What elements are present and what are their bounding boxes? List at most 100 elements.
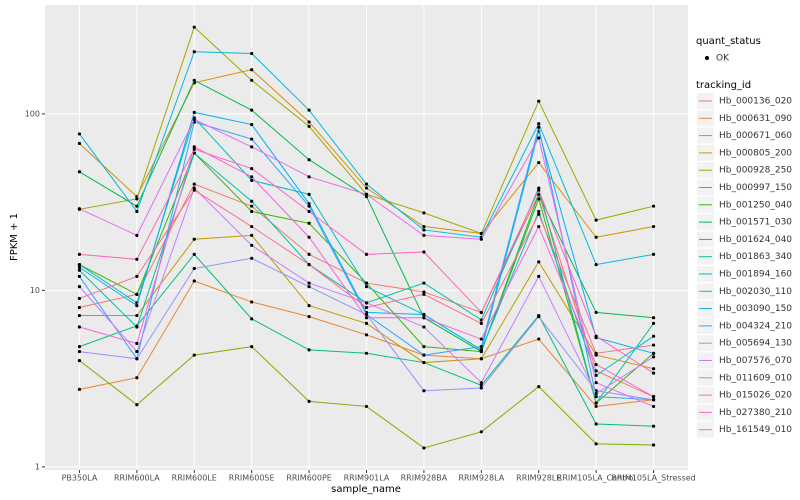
data-point [651,404,656,409]
data-point [422,228,426,232]
data-point [77,345,82,349]
data-point [135,357,139,361]
legend-title: quant_status [696,36,761,47]
data-point [192,252,196,256]
data-point [192,110,196,114]
data-point [77,207,82,211]
data-point [651,204,656,208]
data-point [422,290,426,294]
data-point [135,349,139,354]
data-point [479,383,483,387]
data-point [422,446,426,450]
data-point [422,389,426,393]
data-point [307,158,311,162]
data-point [135,376,139,380]
data-point [77,349,82,354]
data-point [77,265,82,269]
data-point [651,224,656,229]
data-point [135,313,139,318]
data-point [422,360,426,365]
data-point [307,281,311,285]
data-point [307,175,311,179]
legend-label: Hb_000997_150 [719,183,792,193]
legend-label: Hb_000928_250 [719,166,792,176]
data-point [250,209,254,214]
data-point [594,422,598,426]
data-point [537,99,541,103]
data-point [479,430,483,434]
legend-label: Hb_161549_010 [719,425,792,435]
data-point [651,398,656,402]
y-tick-label: 100 [25,109,40,118]
data-point [192,50,196,54]
data-point [307,108,311,112]
data-point [651,367,656,371]
data-point [651,321,656,326]
data-point [307,124,311,128]
data-point [250,224,254,229]
data-point [364,333,369,337]
data-point [651,424,656,428]
data-point [307,120,311,124]
data-point [364,321,369,326]
data-point [77,313,82,318]
data-point [537,188,541,192]
legend-label: Hb_001894_160 [719,270,792,280]
legend-label: Hb_000136_020 [719,97,792,107]
data-point [307,252,311,256]
legend-label: Hb_001250_040 [719,200,792,210]
data-point [307,315,311,319]
data-point [135,292,139,296]
data-point [364,316,369,320]
data-point [77,170,82,174]
legend-label: Hb_002030_110 [719,287,792,297]
data-point [77,268,82,272]
data-point [77,305,82,310]
data-point [364,312,369,317]
y-tick-label: 1 [35,462,40,471]
data-point [651,395,656,399]
data-point [651,355,656,359]
legend-label: Hb_001863_340 [719,252,792,262]
legend-label: Hb_003090_150 [719,304,792,314]
data-point [364,305,369,310]
data-point [77,141,82,146]
data-point [594,362,598,367]
x-tick-label: RRIM901LA [344,474,390,483]
data-point [307,303,311,308]
data-point [537,260,541,264]
data-point [364,252,369,256]
data-point [135,303,139,308]
legend-label: Hb_015026_020 [719,391,792,401]
data-point [364,351,369,355]
data-point [135,209,139,214]
data-point [537,212,541,216]
data-point [364,285,369,289]
data-point [307,285,311,289]
data-point [192,237,196,241]
data-point [250,204,254,208]
data-point [135,233,139,237]
data-point [479,345,483,349]
data-point [307,192,311,196]
data-point [422,325,426,329]
data-point [250,137,254,141]
data-point [192,353,196,357]
data-point [651,252,656,256]
x-tick-label: RRIM105LA_Control [557,474,636,483]
data-point [250,108,254,112]
data-point [307,399,311,403]
data-point [250,166,254,171]
data-point [479,348,483,352]
data-point [422,250,426,254]
legend-label: OK [716,54,730,64]
data-point [250,199,254,203]
x-tick-label: RRIM600PE [286,474,332,483]
data-point [192,117,196,122]
data-point [307,221,311,225]
data-point [77,132,82,136]
data-point [479,337,483,341]
data-point [135,257,139,261]
